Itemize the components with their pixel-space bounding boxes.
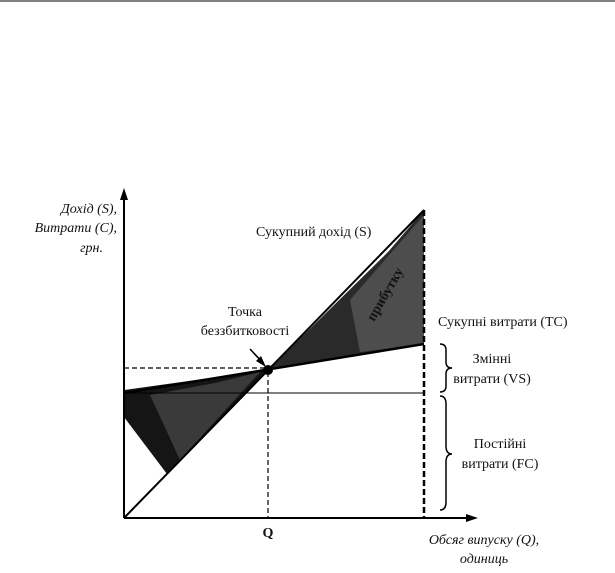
breakeven-label-line2: беззбитковості bbox=[201, 324, 290, 339]
x-axis-arrow bbox=[466, 514, 478, 522]
variable-cost-brace bbox=[439, 343, 453, 393]
total-cost-label: Сукупні витрати (ТС) bbox=[438, 315, 568, 330]
x-axis-label-line2: одиниць bbox=[460, 552, 508, 567]
breakeven-arrowhead bbox=[256, 356, 266, 367]
revenue-label: Сукупний дохід (S) bbox=[256, 225, 372, 240]
revenue-line bbox=[123, 209, 425, 519]
breakeven-label-line1: Точка bbox=[228, 305, 263, 320]
y-axis-label-line1: Дохід (S), bbox=[59, 202, 117, 217]
profit-zone-hatch bbox=[350, 215, 424, 352]
fixed-cost-label-line2: витрати (FC) bbox=[462, 457, 539, 472]
variable-cost-label-line1: Змінні bbox=[473, 352, 512, 367]
q-label: Q bbox=[263, 526, 274, 541]
fixed-cost-brace bbox=[439, 395, 453, 511]
variable-cost-label-line2: витрати (VS) bbox=[453, 372, 531, 387]
loss-zone-hatch bbox=[150, 372, 260, 460]
fixed-cost-label-line1: Постійні bbox=[474, 437, 527, 452]
x-axis-label-line1: Обсяг випуску (Q), bbox=[429, 533, 539, 548]
y-axis-label-line3: грн. bbox=[80, 241, 103, 256]
breakeven-point bbox=[263, 365, 273, 375]
y-axis-arrow bbox=[120, 188, 128, 200]
total-cost-line bbox=[123, 342, 425, 395]
y-axis-label-line2: Витрати (С), bbox=[35, 221, 117, 236]
